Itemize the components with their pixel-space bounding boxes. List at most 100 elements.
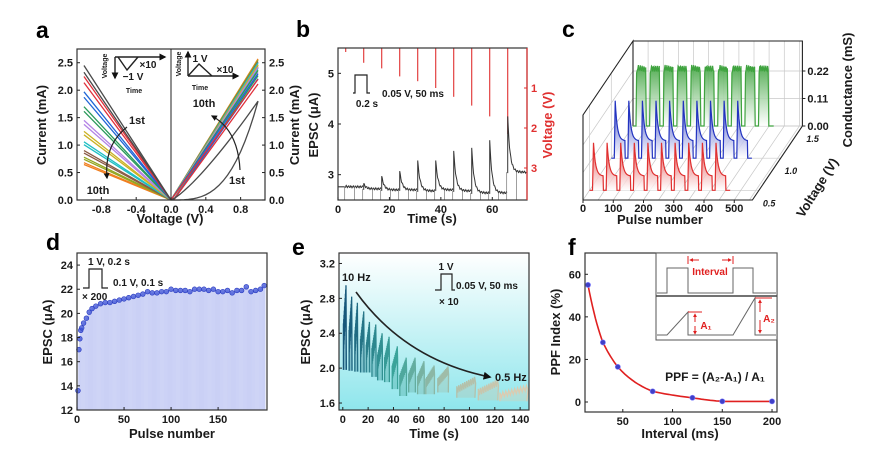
epsc-frequency-group [477,379,500,401]
epsc-bar [166,291,168,410]
epsc-bar [211,289,213,410]
epsc-point [182,287,188,294]
epsc-bar [249,290,251,410]
panel-e-xtick-label: 140 [511,414,529,426]
epsc-bar [201,289,203,410]
epsc-frequency-group [348,296,353,371]
label-end-frequency: 0.5 Hz [495,372,527,384]
epsc-bar [113,301,114,410]
panel-d-ytick-label: 16 [61,357,73,369]
panel-f-xtick-label: 100 [663,416,681,428]
epsc-response [417,160,436,193]
inset-neg-amplitude: −1 V [123,72,144,83]
panel-f-ytick-label: 60 [569,269,581,281]
epsc-bar [233,291,235,410]
panel-label-e: e [292,234,305,260]
interval-label: Interval [692,267,728,278]
arrow-first-to-tenth-positive [210,115,241,171]
epsc-bar [163,291,164,410]
epsc-bar [224,291,225,410]
epsc-bar [169,289,171,410]
epsc-point [261,282,267,289]
panel-e-frame [338,252,530,411]
epsc-bar [225,290,226,410]
conductance-fill [633,64,774,126]
epsc-bar [84,321,85,410]
epsc-bar [259,289,260,410]
epsc-bar [115,301,116,410]
epsc-bar [138,295,140,410]
epsc-point [210,286,217,292]
epsc-bar [124,298,126,410]
epsc-bar [182,290,184,410]
panel-b-xtick-label: 20 [383,204,395,216]
iv-sweep-negative-return [83,158,172,201]
panel-label-f: f [568,234,576,260]
epsc-bar [93,307,95,410]
label-first-sweep-negative: 1st [129,115,145,127]
panel-a-xtick-label: 0.4 [198,204,214,216]
epsc-bar [173,289,175,410]
epsc-frequency-group [342,285,347,370]
panel-b-frame [337,47,528,201]
epsc-bar [167,290,169,410]
inset-pulse-waveform [435,273,455,291]
panel-d-xtick-label: 150 [209,414,227,426]
panel-a-right-ytick-label: 1.0 [269,140,284,152]
panel-c-xtick-label: 0 [580,203,586,215]
epsc-point [257,286,264,292]
epsc-bar [140,294,142,410]
epsc-bar [203,289,205,410]
epsc-bar [258,289,259,410]
panel-e-ytick-label: 2.0 [320,363,335,375]
epsc-point [126,294,132,301]
panel-b-xlabel: Time (s) [407,211,457,226]
label-tenth-sweep-negative: 10th [87,185,110,197]
panel-e-ytick-label: 2.8 [320,293,335,305]
epsc-bar [99,304,100,410]
epsc-bar [204,289,206,410]
epsc-frequency-group [371,324,377,377]
epsc-point [107,299,113,306]
inset-neg-triangle-waveform [117,56,139,72]
epsc-bar [117,300,119,410]
epsc-bar [146,292,147,410]
inset-pos-voltage-label: Voltage [176,52,183,77]
epsc-bar [216,291,218,410]
epsc-bar [240,290,241,410]
epsc-bar [100,303,102,410]
panel-label-d: d [46,229,60,255]
panel-b-ytick-label: 5 [328,68,334,80]
epsc-bar [168,290,170,410]
ppf-formula: PPF = (A₂-A₁) / A₁ [665,370,765,384]
epsc-bar [94,306,96,410]
panel-c-ztick-label: 0.00 [807,121,828,133]
epsc-bar [109,302,111,410]
epsc-bar [141,294,143,410]
panel-f-ylabel: PPF Index (%) [548,289,563,376]
epsc-point [116,297,123,303]
epsc-point [253,287,259,294]
epsc-point [220,288,226,295]
label-start-frequency: 10 Hz [342,272,371,284]
panel-f-xtick-label: 200 [763,416,781,428]
epsc-bar [86,316,88,410]
ppf-point [689,394,696,401]
epsc-bar [244,287,246,410]
epsc-bar [136,295,138,410]
epsc-point [187,288,193,295]
panel-b-ylabel: EPSC (μA) [306,92,321,157]
inset-read-pulse: 0.05 V, 50 ms [382,89,444,100]
iv-sweep-positive [170,78,259,201]
epsc-bar [161,291,162,410]
panel-e-ytick-label: 3.2 [320,258,335,270]
iv-sweep-negative-return [83,71,172,201]
panel-e-xtick-label: 0 [340,414,346,426]
epsc-frequency-group [456,376,477,398]
epsc-bar [98,304,99,410]
epsc-bar [155,292,157,410]
epsc-frequency-group [383,336,391,383]
epsc-bar [160,291,161,410]
floor-gridline [734,125,785,201]
panel-e-xtick-label: 80 [438,414,450,426]
